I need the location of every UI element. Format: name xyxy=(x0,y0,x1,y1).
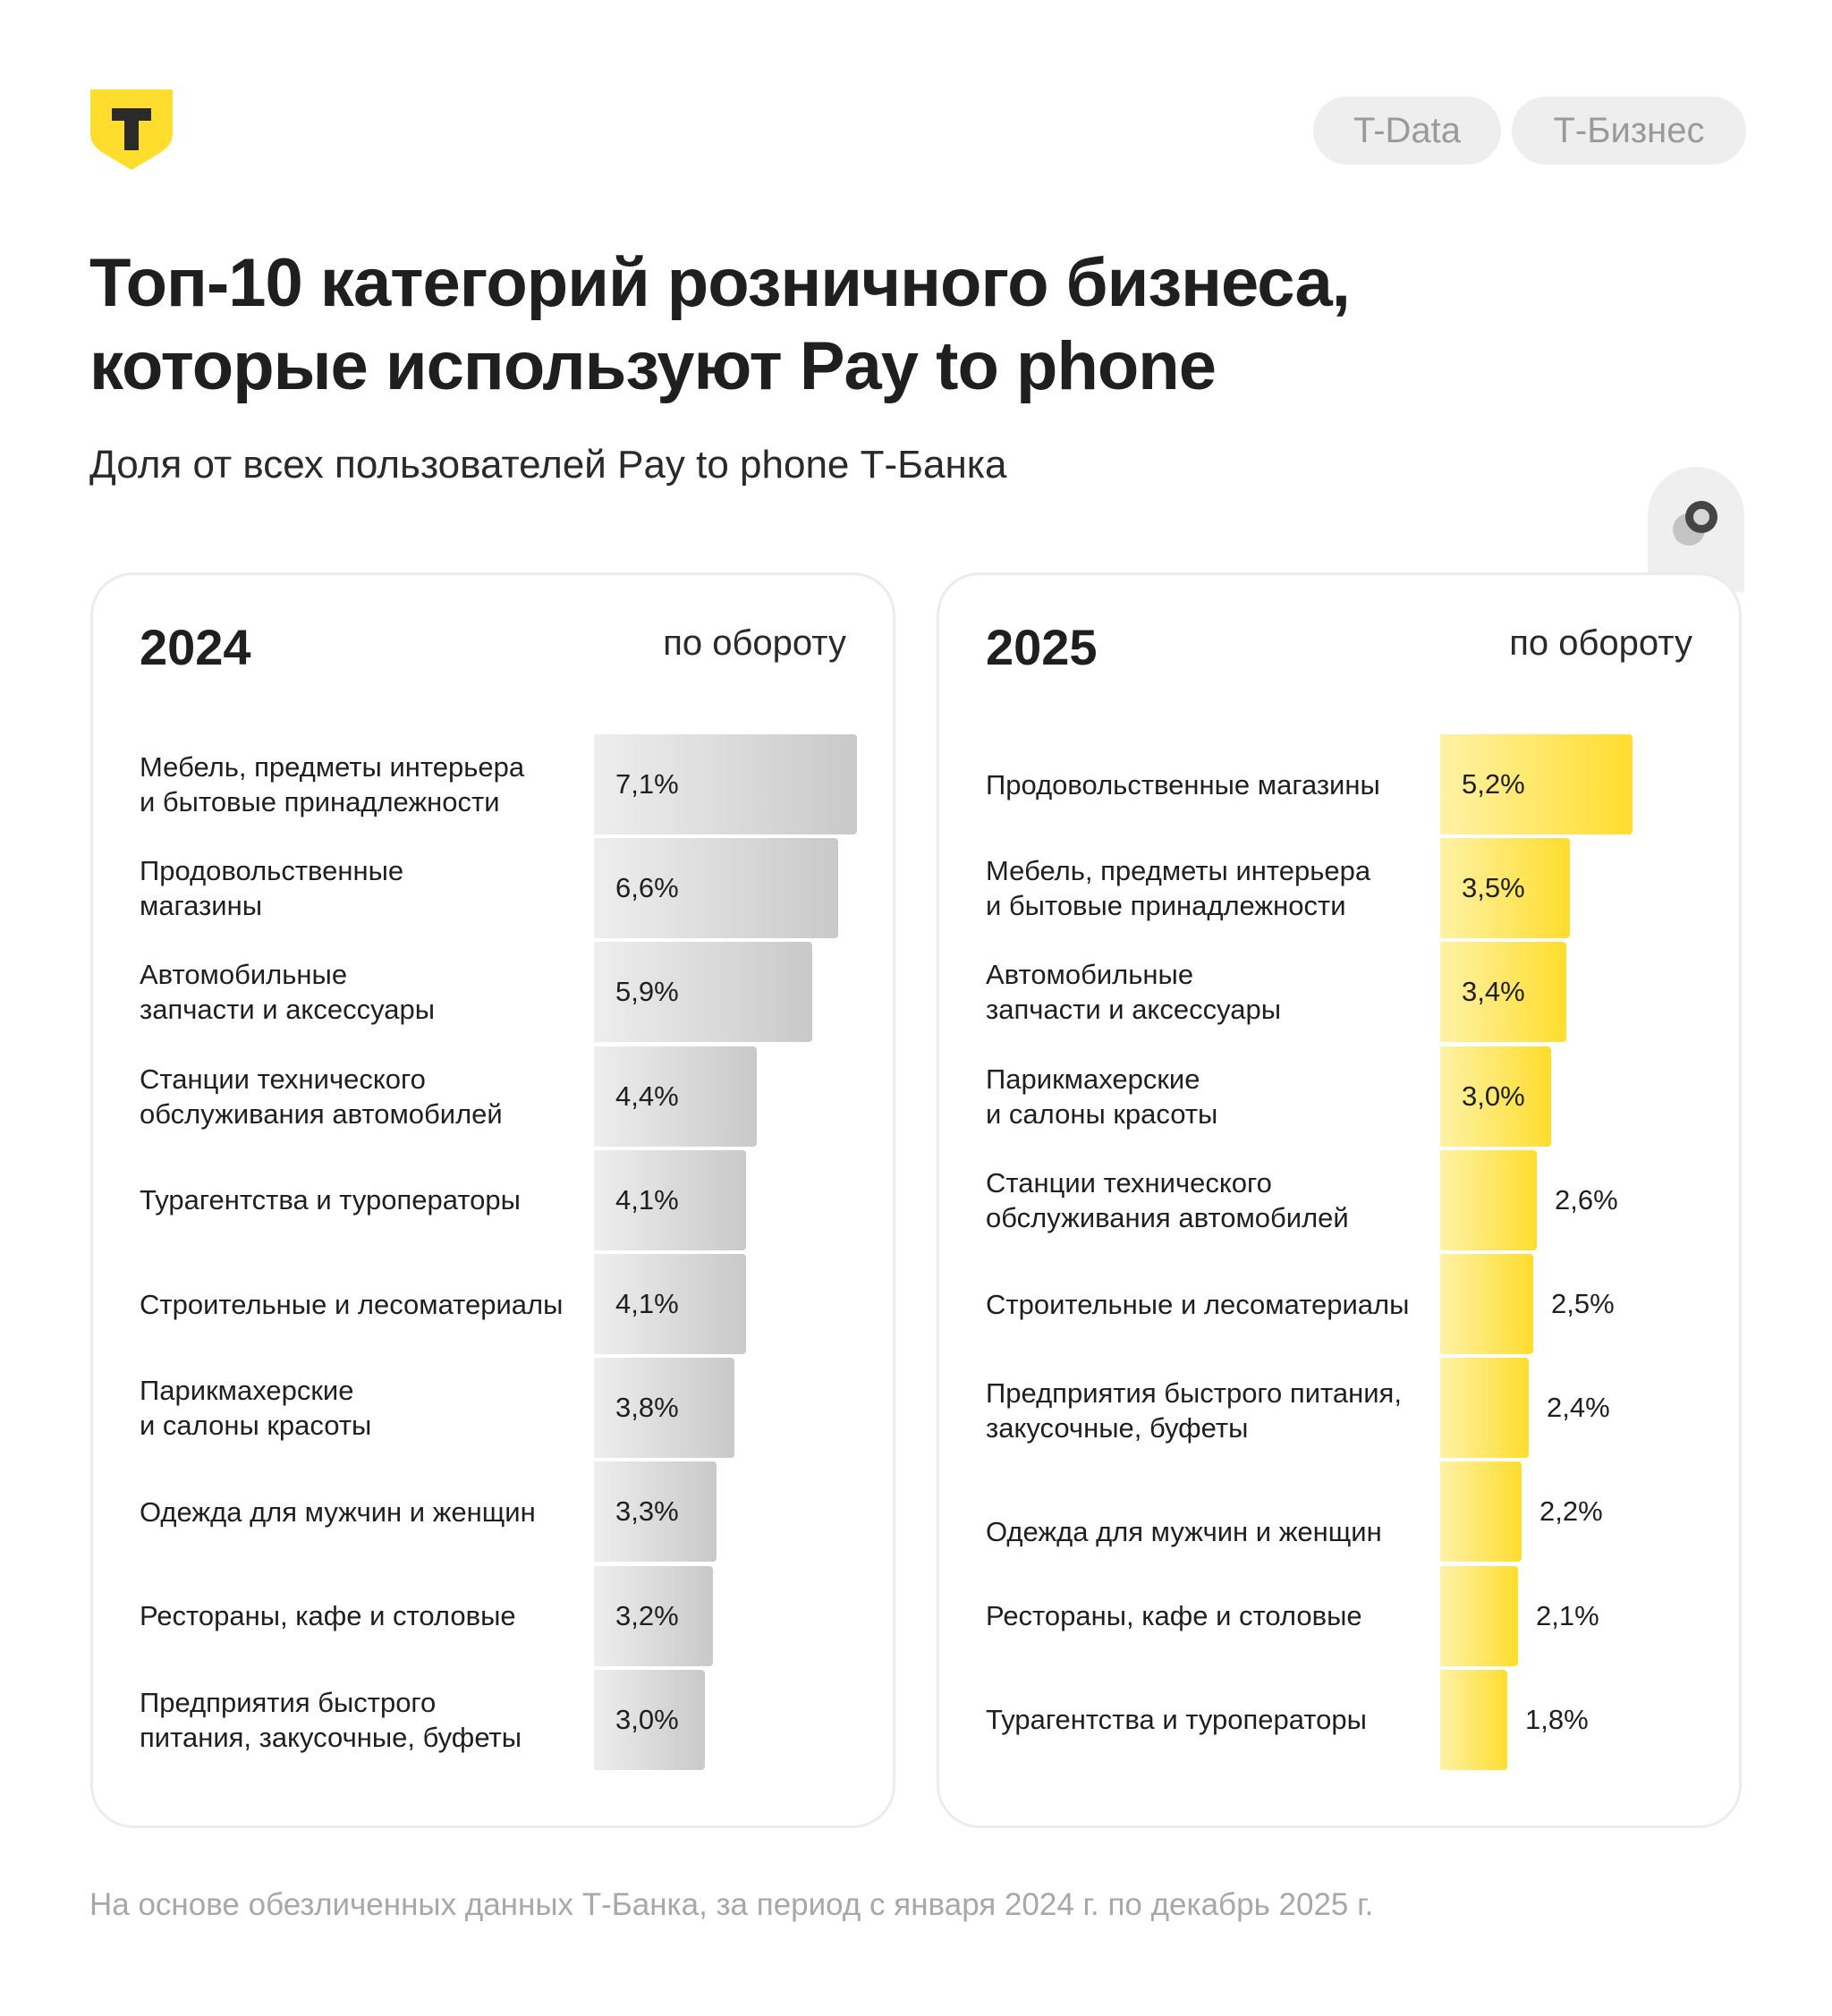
bar xyxy=(594,1461,717,1563)
chart-panel-2025: 2025 по обороту Продовольственные магази… xyxy=(937,572,1742,1828)
chart-title: 2025 xyxy=(986,619,1098,675)
tag-t-data[interactable]: T-Data xyxy=(1313,97,1501,165)
bar-row: Станции технического обслуживания автомоб… xyxy=(93,1046,893,1147)
bar xyxy=(1440,1149,1537,1250)
bar-row: Турагентства и туроператоры 1,8% xyxy=(939,1669,1739,1770)
bar xyxy=(594,1149,746,1250)
bar xyxy=(1440,1565,1518,1666)
bar xyxy=(594,942,812,1043)
bar-row: Строительные и лесоматериалы 4,1% xyxy=(93,1254,893,1354)
category-label: Автомобильные запчасти и аксессуары xyxy=(140,959,435,1026)
bar xyxy=(594,1565,713,1666)
category-label: Турагентства и туроператоры xyxy=(140,1184,521,1216)
bar xyxy=(1440,1358,1529,1459)
category-label: Мебель, предметы интерьера и бытовые прин… xyxy=(140,751,525,817)
category-label: Рестораны, кафе и столовые xyxy=(986,1600,1362,1632)
tag-t-business[interactable]: Т-Бизнес xyxy=(1512,97,1746,165)
metric-label: по обороту xyxy=(663,623,846,663)
value-label: 4,1% xyxy=(615,1288,679,1319)
value-label: 5,2% xyxy=(1462,768,1525,800)
value-label: 2,1% xyxy=(1536,1599,1599,1631)
title-line-2: которые используют Pay to phone xyxy=(89,328,1217,404)
value-label: 3,0% xyxy=(1462,1080,1525,1112)
value-label: 2,4% xyxy=(1547,1392,1610,1424)
bar xyxy=(594,1046,757,1147)
title-line-1: Топ-10 категорий розничного бизнеса, xyxy=(89,245,1351,321)
category-label: Предприятия быстрого питания, закусочные,… xyxy=(986,1377,1402,1444)
category-label: Парикмахерские и салоны красоты xyxy=(140,1375,372,1442)
page-subtitle: Доля от всех пользователей Pay to phone … xyxy=(89,443,1007,487)
category-label: Турагентства и туроператоры xyxy=(986,1704,1367,1736)
bar-row: Автомобильные запчасти и аксессуары 3,4% xyxy=(939,942,1739,1043)
bar-row: Предприятия быстрого питания, закусочные,… xyxy=(93,1669,893,1770)
bar xyxy=(1440,1046,1551,1147)
bar-row: Парикмахерские и салоны красоты 3,0% xyxy=(939,1046,1739,1147)
bar xyxy=(594,838,838,939)
category-label: Строительные и лесоматериалы xyxy=(986,1288,1410,1320)
value-label: 1,8% xyxy=(1525,1703,1589,1735)
category-label: Станции технического обслуживания автомоб… xyxy=(140,1063,503,1130)
bar-row: Мебель, предметы интерьера и бытовые прин… xyxy=(939,838,1739,939)
bar xyxy=(594,1669,705,1770)
bar xyxy=(1440,734,1633,834)
value-label: 4,1% xyxy=(615,1183,679,1216)
category-label: Рестораны, кафе и столовые xyxy=(140,1600,516,1632)
value-label: 5,9% xyxy=(615,976,679,1008)
value-label: 3,0% xyxy=(615,1703,679,1735)
t-bank-logo xyxy=(90,89,173,170)
bar xyxy=(594,734,857,834)
value-label: 4,4% xyxy=(615,1080,679,1112)
bar-row: Одежда для мужчин и женщин 3,3% xyxy=(93,1461,893,1563)
footnote: На основе обезличенных данных Т-Банка, з… xyxy=(89,1887,1374,1922)
bar-row: Парикмахерские и салоны красоты 3,8% xyxy=(93,1358,893,1459)
bar xyxy=(1440,838,1570,939)
category-label: Продовольственные магазины xyxy=(986,768,1380,800)
category-label: Продовольственные магазины xyxy=(140,855,404,922)
bar xyxy=(1440,1461,1522,1563)
value-label: 2,2% xyxy=(1539,1495,1603,1528)
value-label: 3,3% xyxy=(615,1495,679,1528)
bar xyxy=(594,1254,746,1354)
chart-title: 2024 xyxy=(140,619,251,675)
bar xyxy=(1440,1254,1533,1354)
overlapping-circles-icon xyxy=(1673,501,1718,546)
bar-row: Рестораны, кафе и столовые 3,2% xyxy=(93,1565,893,1666)
bar-row: Одежда для мужчин и женщин 2,2% xyxy=(939,1461,1739,1563)
value-label: 3,8% xyxy=(615,1392,679,1424)
bar-row: Продовольственные магазины 6,6% xyxy=(93,838,893,939)
category-label: Парикмахерские и салоны красоты xyxy=(986,1063,1218,1130)
value-label: 3,2% xyxy=(615,1599,679,1631)
chart-panel-2024: 2024 по обороту Мебель, предметы интерье… xyxy=(90,572,895,1828)
category-label: Одежда для мужчин и женщин xyxy=(140,1495,536,1528)
value-label: 3,5% xyxy=(1462,872,1525,904)
value-label: 7,1% xyxy=(615,768,679,800)
page-title: Топ-10 категорий розничного бизнеса, кот… xyxy=(89,241,1351,408)
bar xyxy=(1440,1669,1507,1770)
category-label: Предприятия быстрого питания, закусочные,… xyxy=(140,1686,522,1753)
bar-row: Предприятия быстрого питания, закусочные,… xyxy=(939,1358,1739,1459)
value-label: 2,6% xyxy=(1555,1183,1618,1216)
category-label: Автомобильные запчасти и аксессуары xyxy=(986,959,1281,1026)
bar-row: Автомобильные запчасти и аксессуары 5,9% xyxy=(93,942,893,1043)
bar-row: Строительные и лесоматериалы 2,5% xyxy=(939,1254,1739,1354)
category-label: Станции технического обслуживания автомоб… xyxy=(986,1166,1349,1233)
value-label: 3,4% xyxy=(1462,976,1525,1008)
bar-row: Продовольственные магазины 5,2% xyxy=(939,734,1739,834)
bar-row: Турагентства и туроператоры 4,1% xyxy=(93,1149,893,1250)
bar-row: Рестораны, кафе и столовые 2,1% xyxy=(939,1565,1739,1666)
category-label: Мебель, предметы интерьера и бытовые прин… xyxy=(986,855,1371,922)
bar-row: Мебель, предметы интерьера и бытовые прин… xyxy=(93,734,893,834)
value-label: 6,6% xyxy=(615,872,679,904)
value-label: 2,5% xyxy=(1551,1288,1615,1319)
bar xyxy=(1440,942,1566,1043)
category-label: Одежда для мужчин и женщин xyxy=(986,1516,1382,1548)
bar-row: Станции технического обслуживания автомоб… xyxy=(939,1149,1739,1250)
bar xyxy=(594,1358,734,1459)
metric-label: по обороту xyxy=(1509,623,1692,663)
category-label: Строительные и лесоматериалы xyxy=(140,1288,564,1320)
